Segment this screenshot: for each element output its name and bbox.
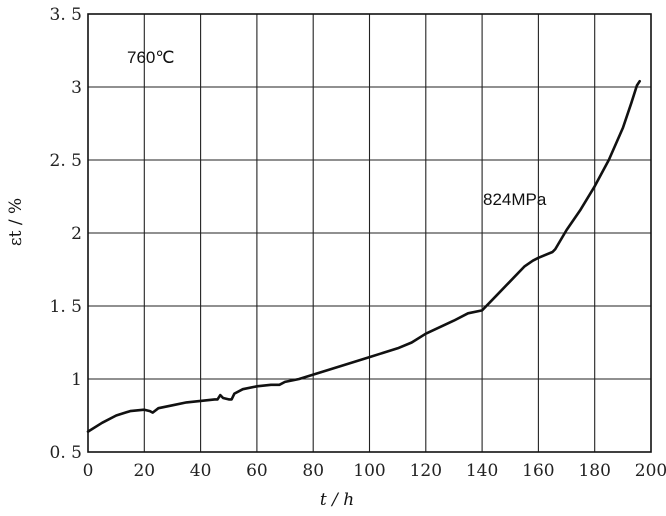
x-tick-label: 0: [83, 461, 94, 481]
x-tick-label: 100: [353, 461, 385, 481]
x-tick-label: 60: [246, 461, 268, 481]
x-tick-label: 40: [190, 461, 212, 481]
x-tick-label: 180: [578, 461, 610, 481]
grid-lines: [88, 14, 651, 452]
plot-frame: [87, 13, 652, 453]
y-axis-ticks: 0. 5 1 1. 5 2 2. 5 3 3. 5: [50, 5, 82, 463]
x-axis-label: t / h: [320, 490, 354, 510]
y-tick-label: 3. 5: [50, 5, 82, 25]
x-tick-label: 140: [466, 461, 498, 481]
y-axis-label: εt / %: [6, 198, 26, 246]
x-tick-label: 200: [635, 461, 666, 481]
y-tick-label: 1. 5: [50, 297, 82, 317]
x-tick-label: 160: [522, 461, 554, 481]
x-tick-label: 20: [133, 461, 155, 481]
y-tick-label: 0. 5: [50, 443, 82, 463]
x-tick-label: 120: [410, 461, 442, 481]
series-line: [86, 79, 641, 433]
y-tick-label: 2: [71, 224, 82, 244]
y-tick-label: 1: [71, 370, 82, 390]
y-tick-label: 2. 5: [50, 151, 82, 171]
y-tick-label: 3: [71, 78, 82, 98]
annotation-temperature: 760℃: [127, 48, 174, 67]
x-axis-ticks: 0 20 40 60 80 100 120 140 160 180 200: [83, 461, 666, 481]
annotation-stress: 824MPa: [483, 190, 547, 209]
x-tick-label: 80: [302, 461, 324, 481]
